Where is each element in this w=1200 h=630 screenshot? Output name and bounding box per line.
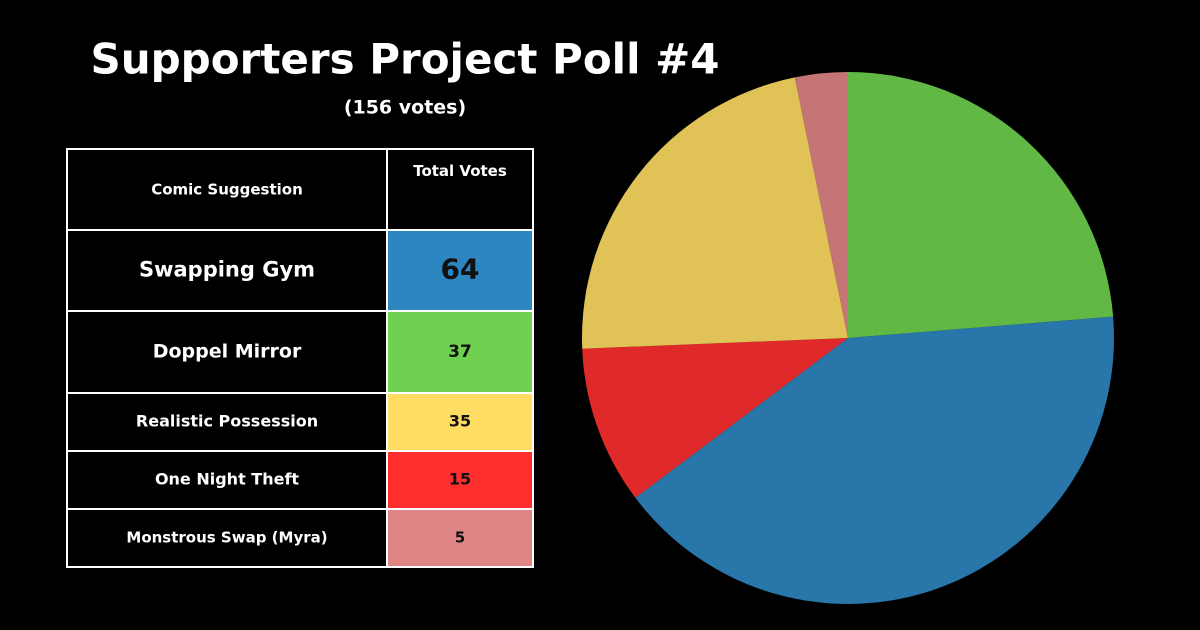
value-cell	[386, 392, 534, 452]
pie-slice	[635, 316, 1114, 605]
pie-slice	[848, 72, 1114, 338]
pie-slice	[582, 338, 848, 498]
row-label: Doppel Mirror	[153, 341, 302, 363]
header-cell	[386, 148, 534, 231]
row-value: 5	[455, 529, 465, 547]
header-text: Total Votes	[413, 162, 507, 180]
row-label: One Night Theft	[155, 470, 299, 489]
chart-subtitle: (156 votes)	[344, 97, 466, 119]
table: Comic Suggestion Total Votes Swapping Gym 6…	[66, 148, 534, 568]
value-cell	[386, 508, 534, 568]
value-cell	[386, 450, 534, 510]
row-value: 37	[448, 342, 472, 362]
pie-slice	[794, 72, 848, 338]
row-value: 35	[449, 412, 471, 431]
pie-slice	[581, 77, 848, 349]
row-value: 64	[441, 253, 480, 286]
row-label: Swapping Gym	[139, 258, 315, 282]
label-cell	[66, 450, 388, 510]
header-cell	[66, 148, 388, 231]
pie	[581, 72, 1114, 605]
header-box: Total Votes	[413, 162, 507, 180]
chart-title: Supporters Project Poll #4	[90, 35, 719, 84]
row-label: Realistic Possession	[136, 412, 318, 431]
row-value: 15	[449, 470, 471, 489]
label-cell	[66, 508, 388, 568]
label-cell	[66, 229, 388, 312]
row-label: Monstrous Swap (Myra)	[126, 529, 327, 547]
header-text: Comic Suggestion	[151, 181, 303, 199]
